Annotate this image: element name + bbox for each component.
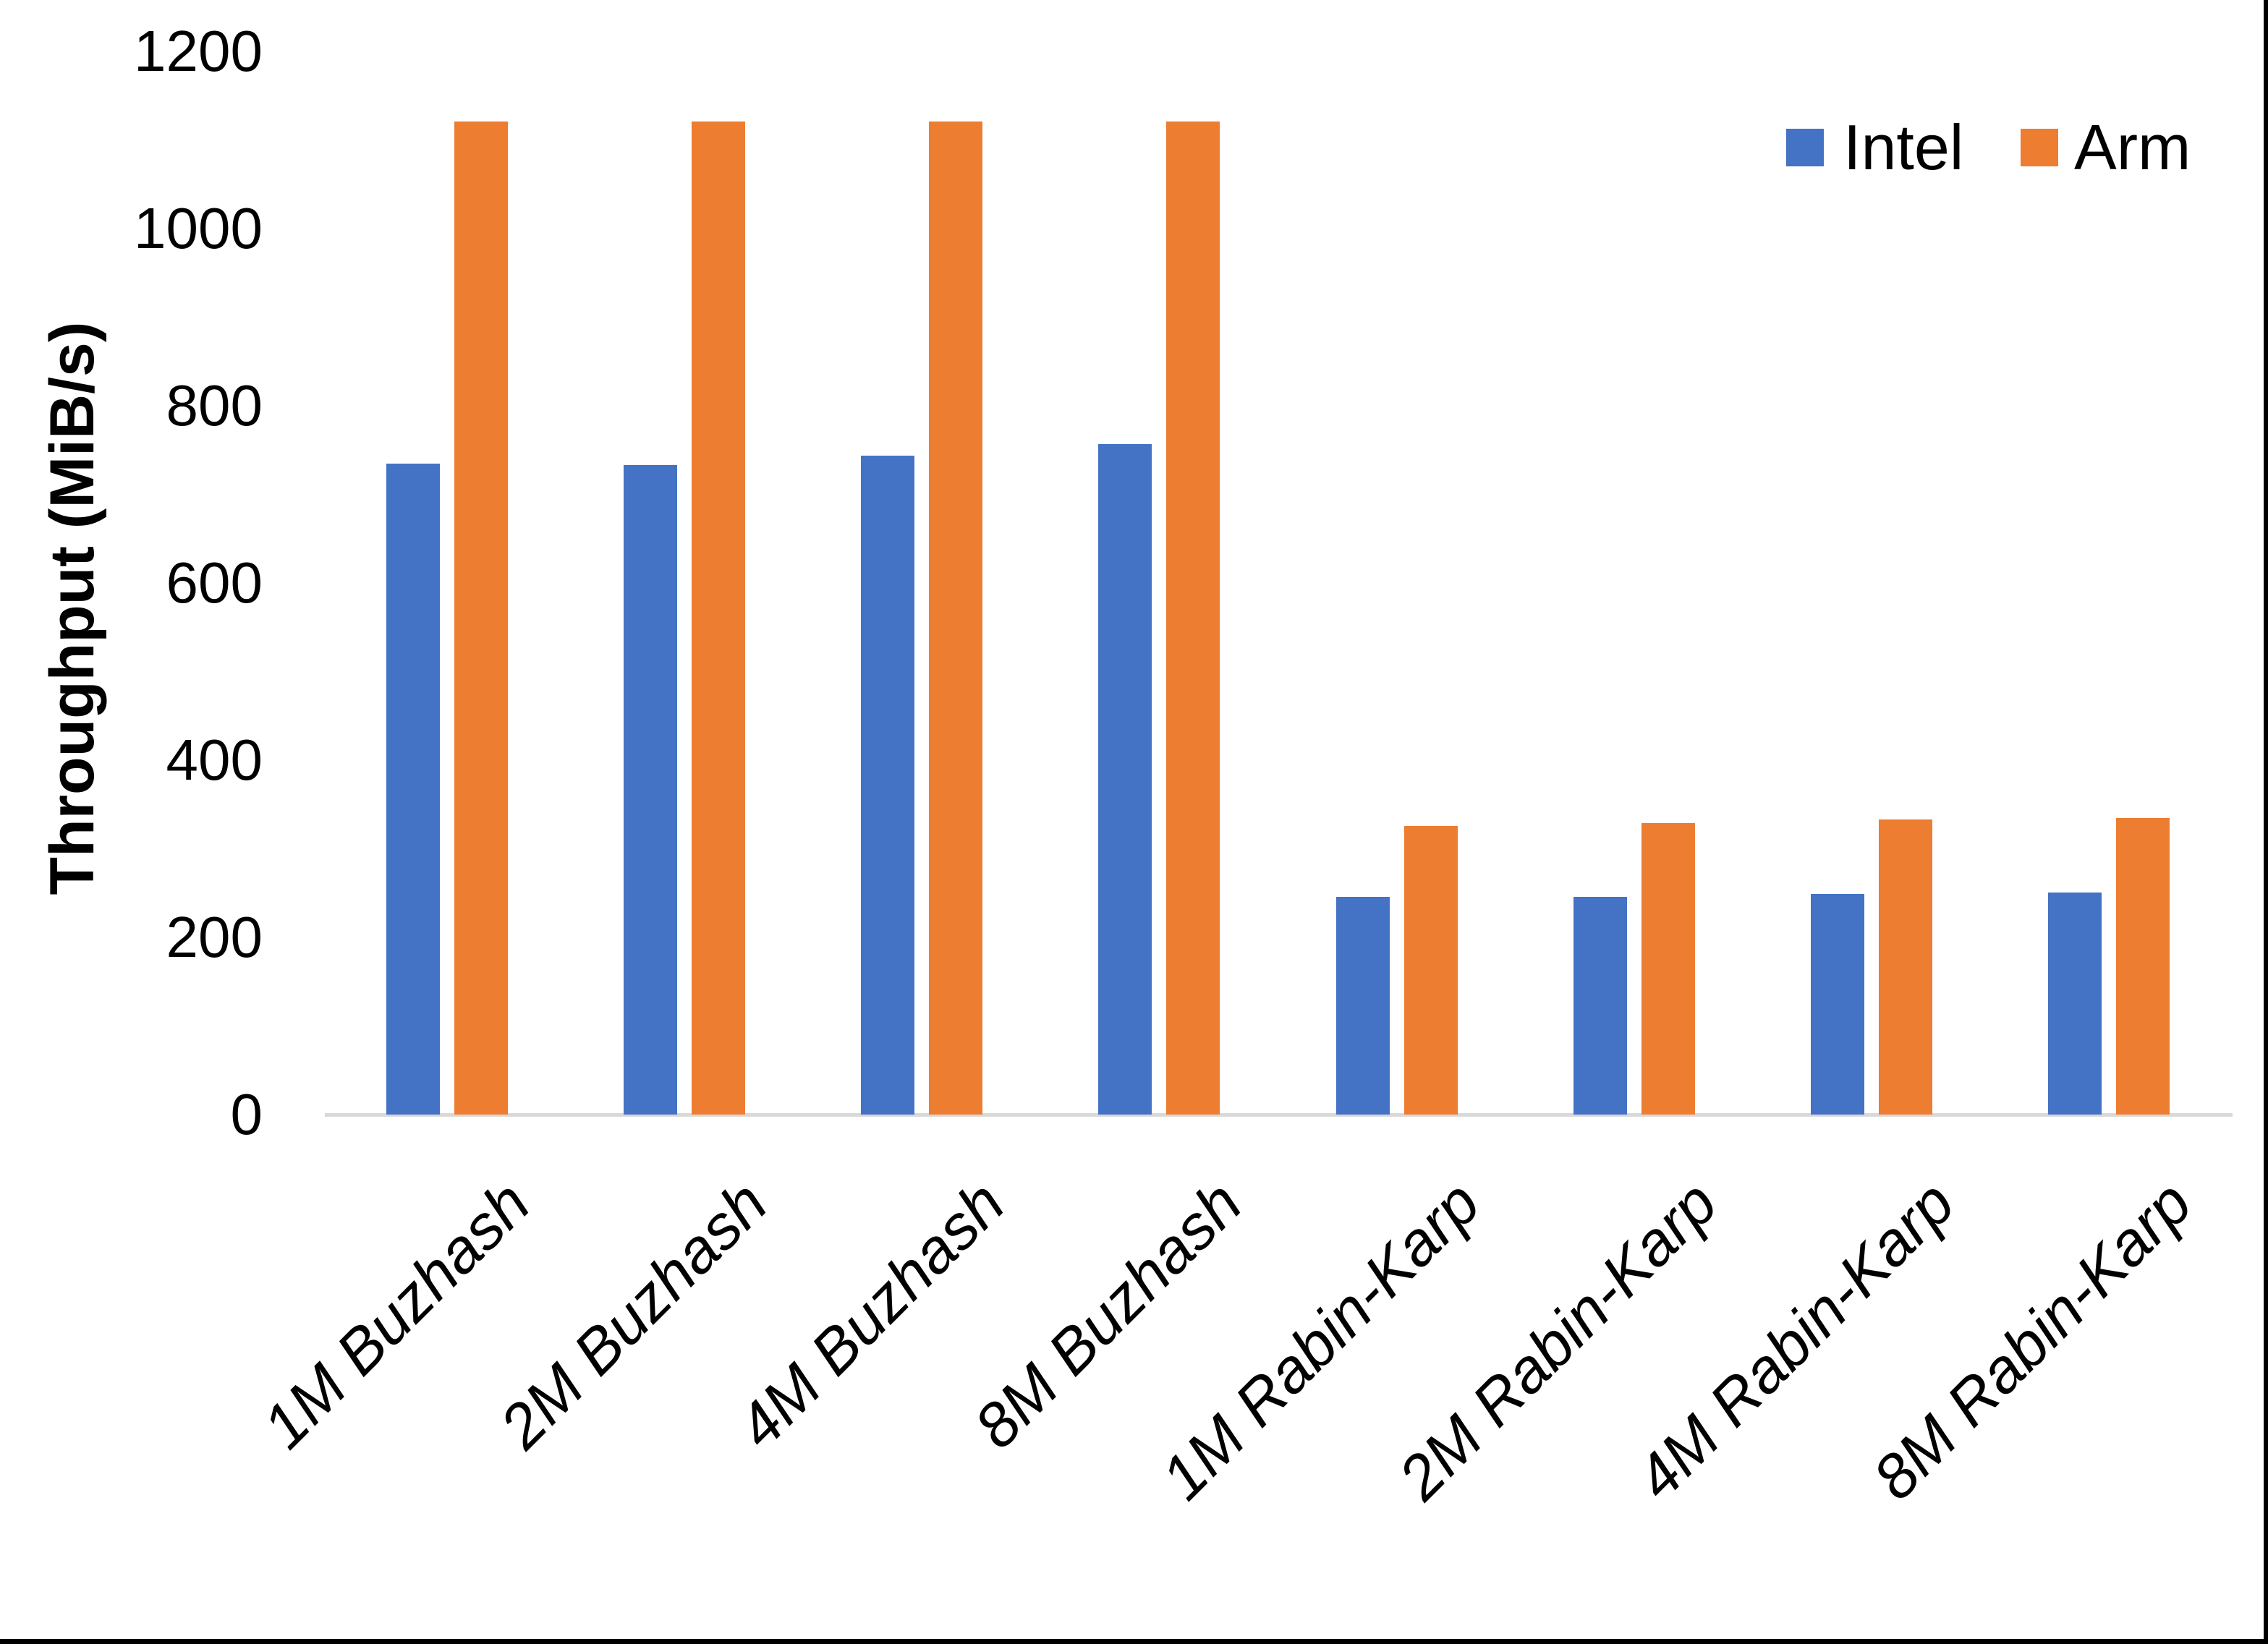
bar-intel-8m-buzhash: [1098, 444, 1152, 1115]
y-tick-label: 400: [166, 728, 263, 792]
bar-intel-2m-buzhash: [624, 465, 677, 1115]
y-tick-label: 600: [166, 550, 263, 615]
y-tick-label: 1000: [134, 196, 263, 260]
bar-arm-8m-buzhash: [1166, 122, 1220, 1115]
legend-swatch-intel: [1786, 129, 1824, 166]
y-tick-label: 1200: [134, 19, 263, 83]
bar-intel-1m-rabin-karp: [1336, 897, 1390, 1115]
bar-intel-8m-rabin-karp: [2048, 893, 2102, 1115]
x-category-label: 1M Buzhash: [249, 1168, 543, 1462]
legend-swatch-arm: [2021, 129, 2058, 166]
bar-intel-4m-rabin-karp: [1811, 894, 1864, 1115]
legend-label-intel: Intel: [1843, 111, 1964, 183]
bar-arm-2m-buzhash: [692, 122, 745, 1115]
legend-label-arm: Arm: [2074, 111, 2191, 183]
bar-arm-1m-buzhash: [454, 122, 508, 1115]
bar-intel-4m-buzhash: [861, 456, 914, 1115]
bar-arm-4m-rabin-karp: [1879, 819, 1932, 1115]
x-axis-line: [325, 1113, 2233, 1117]
bar-arm-2m-rabin-karp: [1641, 823, 1695, 1115]
window-edge-right: [2264, 0, 2268, 1644]
y-tick-label: 800: [166, 373, 263, 438]
bar-arm-1m-rabin-karp: [1404, 826, 1458, 1115]
y-tick-label: 0: [230, 1082, 263, 1146]
window-edge-bottom: [0, 1639, 2268, 1644]
y-tick-label: 200: [166, 905, 263, 969]
bar-intel-1m-buzhash: [386, 464, 440, 1115]
bar-intel-2m-rabin-karp: [1573, 897, 1627, 1115]
bar-arm-8m-rabin-karp: [2116, 818, 2170, 1115]
bar-arm-4m-buzhash: [929, 122, 982, 1115]
